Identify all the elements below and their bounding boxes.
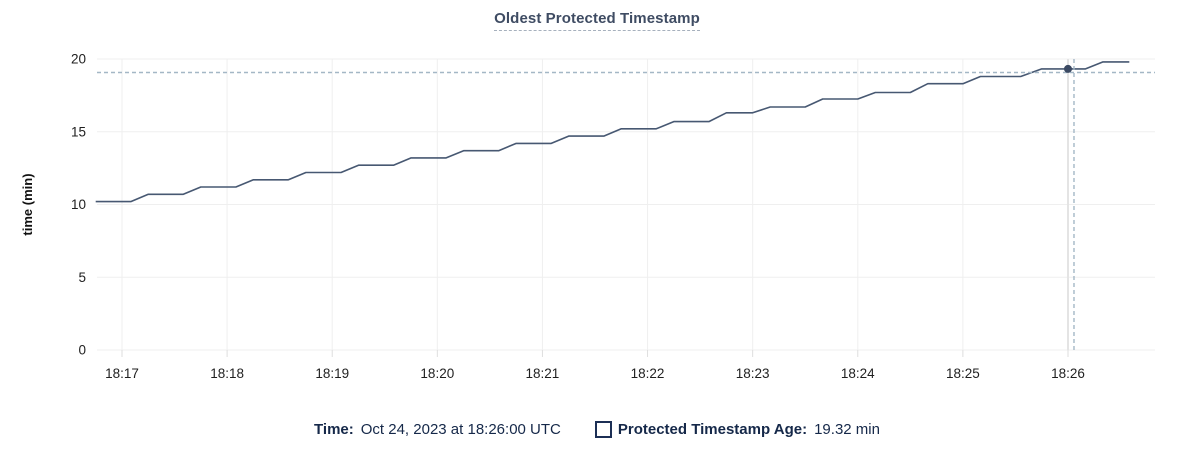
line-chart[interactable]: 0 5 10 15 20 18:17 18:18 18:19 18:20 18:21 18:22 18… bbox=[0, 0, 1194, 400]
series-checkbox-icon[interactable] bbox=[594, 421, 612, 438]
legend-time-value: Oct 24, 2023 at 18:26:00 UTC bbox=[360, 421, 561, 438]
x-tick-label: 18:17 bbox=[105, 366, 139, 381]
chart-title-row: Oldest Protected Timestamp bbox=[0, 10, 1194, 31]
y-tick-label: 15 bbox=[71, 124, 86, 139]
y-axis-title: time (min) bbox=[20, 173, 35, 235]
y-tick-label: 10 bbox=[71, 197, 86, 212]
legend-series-value: 19.32 min bbox=[814, 421, 880, 438]
x-tick-label: 18:26 bbox=[1051, 366, 1085, 381]
x-tick-label: 18:22 bbox=[631, 366, 665, 381]
x-tick-label: 18:18 bbox=[210, 366, 244, 381]
x-tick-label: 18:19 bbox=[315, 366, 349, 381]
legend-time-label: Time: bbox=[314, 421, 354, 438]
y-tick-label: 5 bbox=[78, 270, 86, 285]
chart-title[interactable]: Oldest Protected Timestamp bbox=[494, 10, 700, 31]
x-tick-label: 18:23 bbox=[736, 366, 770, 381]
x-tick-label: 18:25 bbox=[946, 366, 980, 381]
chart-legend: Time: Oct 24, 2023 at 18:26:00 UTC Prote… bbox=[0, 421, 1194, 438]
series-line-protected-timestamp-age bbox=[95, 61, 1130, 203]
hover-point-dot bbox=[1063, 64, 1072, 73]
y-tick-label: 20 bbox=[71, 52, 86, 67]
x-tick-label: 18:24 bbox=[841, 366, 875, 381]
legend-series-label[interactable]: Protected Timestamp Age: bbox=[617, 421, 808, 438]
x-tick-label: 18:21 bbox=[526, 366, 560, 381]
x-tick-label: 18:20 bbox=[420, 366, 454, 381]
y-tick-label: 0 bbox=[78, 343, 86, 358]
